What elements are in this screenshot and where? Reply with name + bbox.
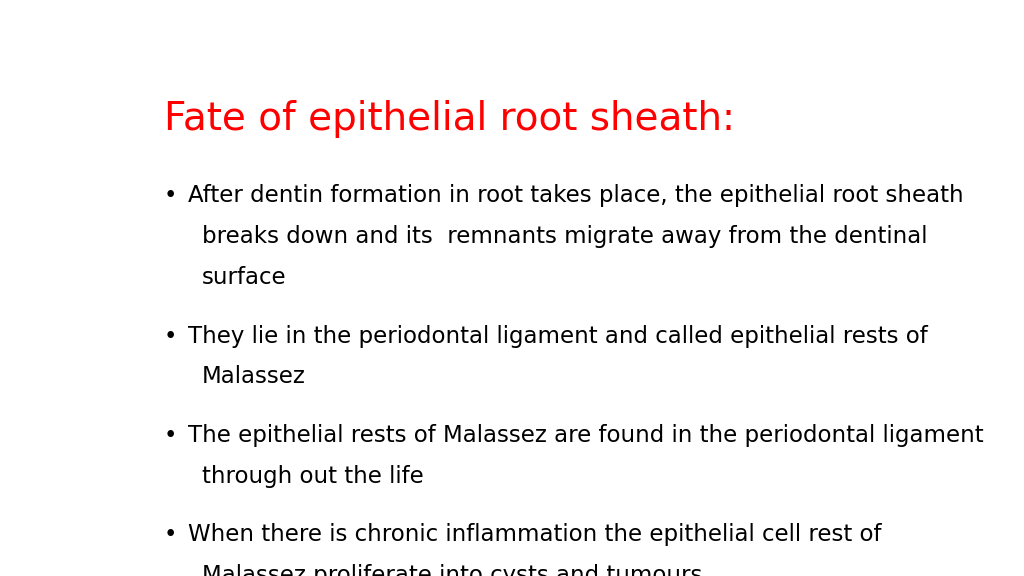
Text: surface: surface [202, 266, 287, 289]
Text: When there is chronic inflammation the epithelial cell rest of: When there is chronic inflammation the e… [187, 523, 881, 546]
Text: Malassez proliferate into cysts and tumours: Malassez proliferate into cysts and tumo… [202, 564, 702, 576]
Text: After dentin formation in root takes place, the epithelial root sheath: After dentin formation in root takes pla… [187, 184, 964, 207]
Text: breaks down and its  remnants migrate away from the dentinal: breaks down and its remnants migrate awa… [202, 225, 928, 248]
Text: •: • [164, 523, 177, 546]
Text: Malassez: Malassez [202, 365, 306, 388]
Text: •: • [164, 424, 177, 447]
Text: through out the life: through out the life [202, 465, 424, 488]
Text: They lie in the periodontal ligament and called epithelial rests of: They lie in the periodontal ligament and… [187, 325, 928, 347]
Text: •: • [164, 325, 177, 347]
Text: The epithelial rests of Malassez are found in the periodontal ligament: The epithelial rests of Malassez are fou… [187, 424, 983, 447]
Text: Fate of epithelial root sheath:: Fate of epithelial root sheath: [164, 100, 734, 138]
Text: •: • [164, 184, 177, 207]
